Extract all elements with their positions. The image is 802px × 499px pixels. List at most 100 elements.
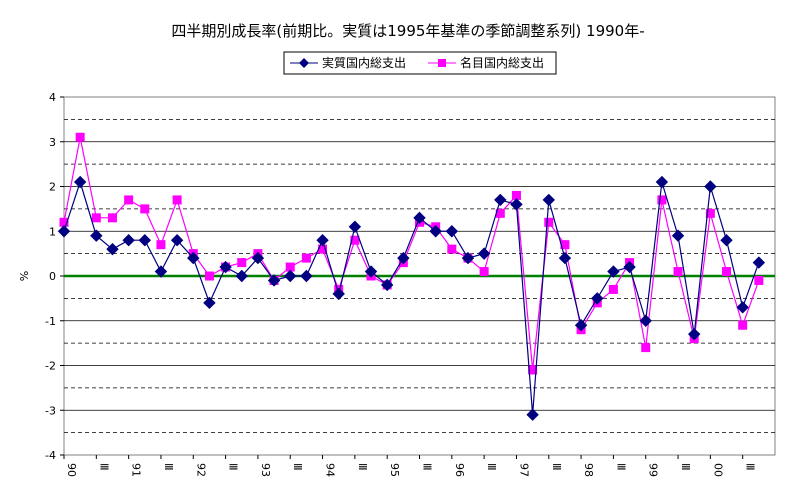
- data-point-real: [251, 251, 265, 265]
- y-tick-label: -1: [45, 315, 56, 328]
- plot-area: 4 3 2 1 0 -1 -2 -3 -4 90 Ⅲ 91 Ⅲ 92 Ⅲ 93 Ⅲ 94 Ⅲ 95 Ⅲ 96 Ⅲ 97 Ⅲ 98 Ⅲ…: [45, 91, 776, 477]
- legend-marker-nominal: [438, 59, 446, 67]
- data-point-real: [300, 269, 313, 283]
- data-point-real: [397, 251, 410, 265]
- x-tick-label: Ⅲ: [356, 463, 369, 471]
- x-tick-label: Ⅲ: [744, 463, 757, 471]
- x-tick-label: Ⅲ: [97, 463, 110, 471]
- data-point-nominal: [722, 267, 732, 277]
- data-point-real: [154, 265, 168, 278]
- x-tick-label: Ⅲ: [550, 463, 563, 471]
- data-point-real: [671, 229, 685, 242]
- data-point-real: [639, 314, 652, 327]
- data-point-nominal: [544, 217, 554, 227]
- data-point-real: [138, 233, 152, 247]
- data-point-nominal: [237, 258, 247, 268]
- y-tick-label: 4: [49, 91, 56, 104]
- data-point-real: [73, 175, 87, 189]
- x-tick-label: 96: [453, 463, 466, 477]
- data-point-nominal: [673, 267, 683, 277]
- data-point-nominal: [705, 208, 715, 218]
- data-point-real: [720, 233, 733, 247]
- data-point-real: [267, 274, 281, 287]
- legend-label-nominal: 名目国内総支出: [460, 55, 544, 70]
- data-point-real: [445, 225, 459, 238]
- data-point-real: [477, 247, 491, 260]
- x-tick-label: 00: [711, 463, 724, 477]
- data-point-real: [90, 229, 103, 242]
- data-point-nominal: [754, 275, 764, 285]
- x-tick-label: 92: [194, 463, 207, 477]
- legend-label-real: 実質国内総支出: [322, 55, 406, 70]
- data-point-nominal: [350, 235, 360, 245]
- data-point-real: [380, 278, 394, 292]
- data-point-real: [558, 251, 572, 265]
- data-point-real: [219, 260, 232, 274]
- data-point-real: [542, 193, 555, 207]
- data-point-real: [203, 296, 216, 310]
- data-point-nominal: [608, 284, 618, 294]
- x-tick-label: Ⅲ: [291, 463, 304, 471]
- x-tick-label: 90: [65, 463, 78, 477]
- data-point-real: [187, 251, 200, 265]
- y-tick-label: 3: [49, 136, 56, 149]
- x-tick-label: 93: [259, 463, 272, 477]
- data-point-real: [752, 256, 766, 269]
- data-point-real: [170, 233, 184, 247]
- data-point-nominal: [124, 195, 134, 205]
- data-point-real: [284, 269, 297, 283]
- chart-title: 四半期別成長率(前期比。実質は1995年基準の季節調整系列) 1990年-: [171, 22, 644, 40]
- data-point-nominal: [75, 132, 85, 142]
- data-point-real: [332, 287, 345, 301]
- data-point-nominal: [91, 213, 101, 223]
- data-point-real: [316, 233, 329, 247]
- data-point-real: [364, 265, 378, 278]
- data-point-nominal: [641, 343, 651, 353]
- data-point-nominal: [140, 204, 150, 214]
- data-point-real: [687, 327, 701, 341]
- data-point-nominal: [447, 244, 457, 254]
- data-point-nominal: [107, 213, 117, 223]
- data-point-real: [704, 180, 717, 193]
- x-tick-label: Ⅲ: [227, 463, 240, 471]
- data-point-real: [655, 175, 669, 189]
- data-point-real: [526, 408, 539, 421]
- data-point-nominal: [172, 195, 182, 205]
- data-point-real: [494, 193, 507, 207]
- y-tick-label: -3: [45, 404, 56, 417]
- legend-marker-real: [299, 58, 309, 68]
- data-point-real: [413, 211, 426, 225]
- data-point-real: [57, 225, 71, 238]
- y-tick-label: 0: [49, 270, 56, 283]
- x-tick-label: 99: [647, 463, 660, 477]
- x-tick-label: Ⅲ: [162, 463, 175, 471]
- data-point-real: [510, 198, 523, 211]
- data-point-real: [623, 260, 636, 274]
- x-tick-label: 94: [324, 463, 337, 477]
- data-point-real: [461, 251, 475, 265]
- data-point-nominal: [657, 195, 667, 205]
- y-tick-label: 1: [49, 225, 56, 238]
- data-point-real: [574, 319, 588, 332]
- data-point-real: [607, 265, 620, 278]
- x-tick-label: Ⅲ: [485, 463, 498, 471]
- legend-box: [283, 51, 557, 75]
- data-point-real: [736, 301, 749, 314]
- x-tick-label: Ⅲ: [421, 463, 434, 471]
- x-tick-label: 97: [517, 463, 530, 477]
- x-tick-label: 91: [130, 463, 143, 477]
- data-point-nominal: [479, 267, 489, 277]
- data-point-real: [106, 242, 119, 256]
- x-tick-label: 95: [388, 463, 401, 477]
- data-point-nominal: [204, 271, 214, 281]
- series-line-nominal: [63, 137, 760, 371]
- data-point-nominal: [156, 240, 166, 250]
- y-tick-label: -4: [45, 449, 56, 462]
- data-point-nominal: [301, 253, 311, 263]
- y-tick-label: -2: [45, 360, 56, 373]
- data-point-real: [235, 269, 248, 283]
- data-point-nominal: [738, 320, 748, 330]
- y-axis-label: %: [18, 271, 31, 281]
- data-point-real: [348, 220, 362, 233]
